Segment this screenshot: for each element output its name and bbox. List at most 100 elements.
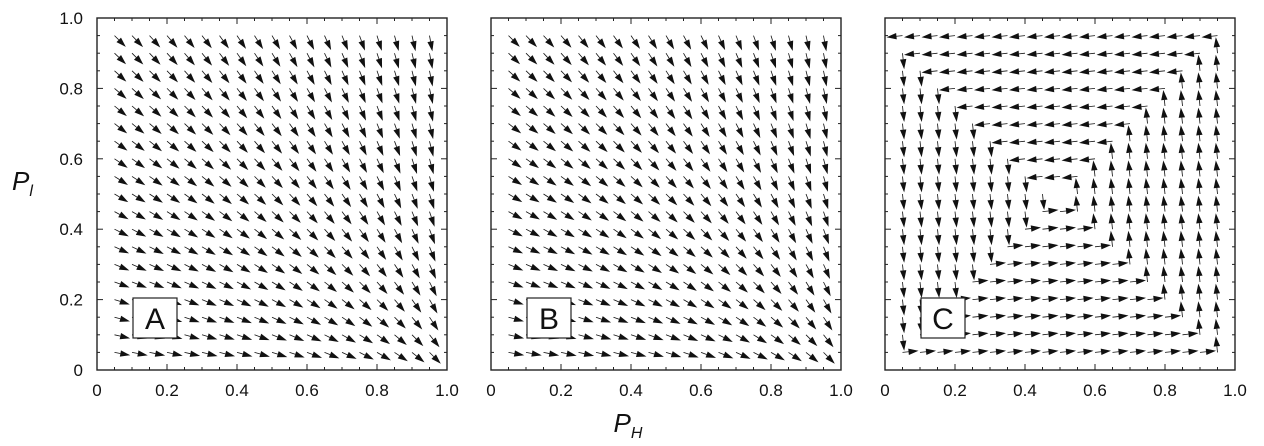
vector-arrow xyxy=(410,105,417,122)
vector-arrow xyxy=(648,105,659,119)
vector-arrow xyxy=(1009,85,1026,93)
vector-arrow xyxy=(131,246,147,254)
vector-arrow xyxy=(613,70,624,84)
vector-arrow xyxy=(989,295,1006,303)
vector-arrow xyxy=(1201,33,1218,40)
vector-arrow xyxy=(1196,160,1203,177)
vector-arrow xyxy=(166,88,179,100)
vector-arrow xyxy=(1077,225,1094,232)
vector-arrow xyxy=(1094,260,1111,267)
vector-arrow xyxy=(648,350,664,358)
vector-arrow xyxy=(236,176,249,188)
vector-arrow xyxy=(1096,33,1113,40)
vector-arrow xyxy=(114,281,130,288)
vector-arrow xyxy=(700,299,715,309)
vector-arrow xyxy=(770,123,778,139)
vector-arrow xyxy=(394,264,404,278)
vector-arrow xyxy=(1026,50,1043,58)
vector-arrow xyxy=(917,246,924,263)
vector-arrow xyxy=(236,264,251,273)
vector-arrow xyxy=(700,158,711,172)
vector-arrow xyxy=(735,316,750,327)
vector-arrow xyxy=(131,158,146,169)
vector-arrow xyxy=(376,176,385,191)
vector-arrow xyxy=(665,35,675,50)
vector-arrow xyxy=(236,140,248,153)
vector-arrow xyxy=(1178,90,1186,107)
vector-arrow xyxy=(341,351,357,359)
vector-arrow xyxy=(341,70,349,86)
vector-arrow xyxy=(665,281,680,291)
vector-arrow xyxy=(1061,173,1078,181)
vector-arrow xyxy=(821,88,828,105)
vector-arrow xyxy=(184,105,196,118)
vector-arrow xyxy=(184,298,200,306)
vector-arrow xyxy=(525,193,540,203)
x-tick-label: 0.4 xyxy=(225,381,249,400)
vector-arrow xyxy=(560,35,572,48)
vector-arrow xyxy=(131,88,144,100)
vector-arrow xyxy=(735,53,743,68)
vector-arrow xyxy=(1184,33,1201,40)
vector-arrow xyxy=(752,88,760,104)
vector-arrow xyxy=(201,35,212,49)
vector-arrow xyxy=(1007,295,1024,303)
vector-arrow xyxy=(324,105,333,120)
vector-arrow xyxy=(376,334,391,345)
vector-arrow xyxy=(700,70,709,85)
vector-arrow xyxy=(543,176,557,186)
x-tick-label: 0.2 xyxy=(943,381,967,400)
vector-arrow xyxy=(166,350,183,357)
vector-arrow xyxy=(306,105,316,120)
vector-arrow xyxy=(683,193,695,206)
vector-arrow xyxy=(787,123,794,139)
vector-arrow xyxy=(525,158,540,169)
vector-arrow xyxy=(236,211,250,222)
vector-arrow xyxy=(665,228,679,240)
vector-arrow xyxy=(934,229,942,246)
vector-arrow xyxy=(131,52,144,65)
vector-arrow xyxy=(969,264,977,281)
vector-arrow xyxy=(184,246,199,255)
vector-arrow xyxy=(1059,260,1076,267)
vector-arrow xyxy=(1108,230,1116,247)
vector-arrow xyxy=(1091,178,1098,195)
vector-arrow xyxy=(917,88,924,105)
vector-arrow xyxy=(289,334,305,341)
vector-arrow xyxy=(991,85,1008,93)
vector-arrow xyxy=(648,316,664,324)
vector-arrow xyxy=(974,85,991,93)
vector-arrow xyxy=(595,52,607,66)
vector-arrow xyxy=(899,211,907,228)
vector-arrow xyxy=(358,88,366,104)
vector-arrow xyxy=(324,53,332,68)
vector-arrow xyxy=(184,228,199,238)
vector-arrow xyxy=(219,299,235,307)
vector-arrow xyxy=(359,228,369,243)
vector-arrow xyxy=(411,334,424,347)
vector-arrow xyxy=(718,351,734,359)
vector-arrow xyxy=(821,141,829,157)
vector-arrow xyxy=(718,123,727,138)
vector-arrow xyxy=(324,334,339,342)
vector-arrow xyxy=(1161,266,1168,283)
vector-arrow xyxy=(718,246,730,259)
vector-arrow xyxy=(376,105,383,121)
vector-arrow xyxy=(683,316,698,325)
vector-arrow xyxy=(952,176,959,193)
vector-arrow xyxy=(324,316,339,326)
vector-arrow xyxy=(939,33,956,40)
vector-arrow xyxy=(952,105,959,122)
vector-arrow xyxy=(630,158,643,171)
vector-arrow xyxy=(917,158,924,175)
vector-arrow xyxy=(427,35,434,52)
vector-arrow xyxy=(411,281,421,296)
vector-arrow xyxy=(166,246,182,255)
vector-arrow xyxy=(1009,156,1026,163)
vector-arrow xyxy=(718,35,726,51)
vector-arrow xyxy=(427,53,434,69)
vector-arrow xyxy=(1059,278,1076,285)
vector-arrow xyxy=(578,123,591,135)
panel-label: B xyxy=(539,303,559,336)
vector-arrow xyxy=(341,228,353,242)
